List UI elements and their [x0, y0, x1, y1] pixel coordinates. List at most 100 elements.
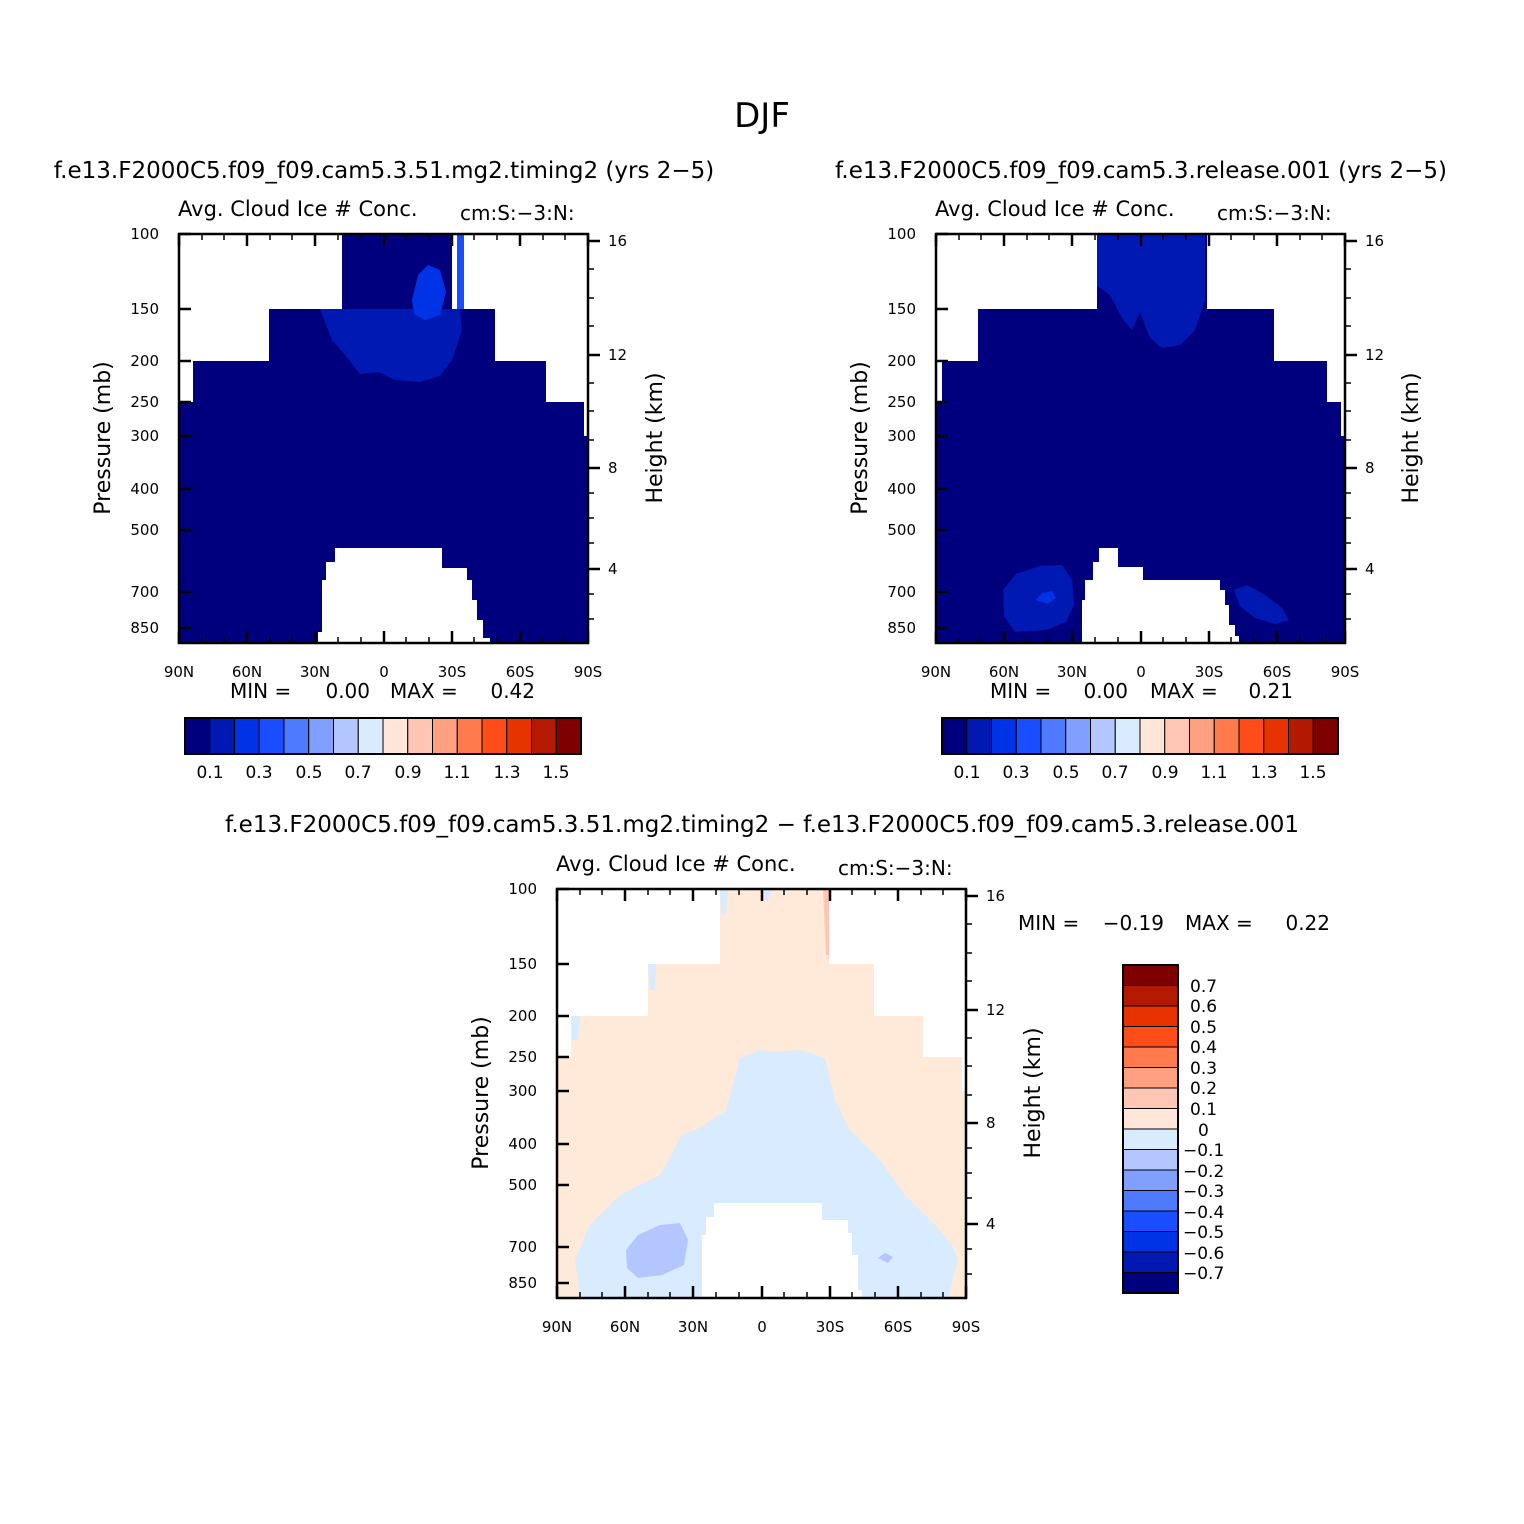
x-tick-label: 0 [379, 663, 389, 681]
colorbar-label: 0.7 [344, 763, 371, 783]
x-tick-label: 30N [678, 1318, 708, 1336]
figure-title: DJF [734, 96, 790, 136]
colorbar-swatch [456, 717, 483, 755]
panel-bottom: f.e13.F2000C5.f09_f09.cam5.3.51.mg2.timi… [225, 812, 1330, 1336]
colorbar [184, 717, 582, 755]
max-label: MAX = [1185, 911, 1253, 935]
colorbar-swatch [1122, 1026, 1179, 1048]
plot-field [557, 889, 966, 1298]
colorbar-label: 0.9 [1151, 763, 1178, 783]
x-tick-label: 30S [816, 1318, 845, 1336]
colorbar-swatch [258, 717, 285, 755]
x-tick-labels: 90N 60N 30N 0 30S 60S 90S [542, 1318, 980, 1336]
y-tick-label: 400 [887, 480, 916, 498]
max-value: 0.21 [1248, 679, 1293, 703]
colorbar-swatch [1122, 1169, 1179, 1191]
colorbar-label: 0.1 [196, 763, 223, 783]
y-axis-label: Pressure (mb) [848, 361, 873, 515]
plot-field [936, 234, 1345, 643]
x-tick-label: 60N [610, 1318, 640, 1336]
y-tick-label: 300 [887, 427, 916, 445]
colorbar-swatch [1122, 1108, 1179, 1130]
y-tick-label: 100 [887, 225, 916, 243]
min-value: 0.00 [325, 679, 370, 703]
y-axis-right-label: Height (km) [1399, 372, 1424, 503]
y-tick-label: 300 [508, 1082, 537, 1100]
field-positive-0p1 [823, 889, 829, 955]
colorbar-label: −0.1 [1183, 1141, 1224, 1161]
colorbar-label: 0.5 [1052, 763, 1079, 783]
min-value: −0.19 [1103, 911, 1164, 935]
colorbar-swatch [382, 717, 409, 755]
case-title: f.e13.F2000C5.f09_f09.cam5.3.release.001… [835, 158, 1447, 184]
colorbar-label: 0.5 [1190, 1018, 1217, 1038]
y-right-tick-label: 12 [608, 346, 627, 364]
field-negative-step-sliver [571, 1016, 580, 1040]
y-tick-label: 200 [130, 352, 159, 370]
colorbar-label: 0.3 [1002, 763, 1029, 783]
colorbar-swatch [1139, 717, 1166, 755]
min-value: 0.00 [1083, 679, 1128, 703]
colorbar-label: 0 [1198, 1121, 1209, 1141]
colorbar-label: 0.7 [1190, 977, 1217, 997]
y-right-tick-label: 16 [986, 887, 1005, 905]
y-tick-label: 300 [130, 427, 159, 445]
y-tick-label: 150 [130, 300, 159, 318]
colorbar-swatch [1040, 717, 1067, 755]
y-axis-label: Pressure (mb) [469, 1016, 494, 1170]
colorbar-labels: 0.1 0.3 0.5 0.7 0.9 1.1 1.3 1.5 [953, 763, 1326, 783]
y-right-tick-label: 4 [986, 1215, 996, 1233]
y-right-tick-label: 4 [608, 560, 618, 578]
y-tick-labels: 100 150 200 250 300 400 500 700 850 [508, 880, 537, 1292]
colorbar-label: −0.6 [1183, 1244, 1224, 1264]
colorbar-swatch [481, 717, 508, 755]
colorbar [1122, 964, 1179, 1294]
colorbar-label: 1.3 [1250, 763, 1277, 783]
field-contour-0p2 [412, 265, 446, 320]
colorbar-label: −0.4 [1183, 1203, 1224, 1223]
field-gap-white [452, 234, 457, 309]
ticks-minor [958, 234, 1351, 643]
panel-top-right: f.e13.F2000C5.f09_f09.cam5.3.release.001… [835, 158, 1447, 783]
colorbar-label: 0.1 [953, 763, 980, 783]
y-axis-right-label: Height (km) [1021, 1027, 1046, 1158]
max-value: 0.42 [490, 679, 535, 703]
colorbar-label: 1.3 [493, 763, 520, 783]
field-negative-0p2-small [878, 1253, 893, 1263]
field-contour-0p1 [320, 309, 462, 382]
x-tick-label: 30S [1195, 663, 1224, 681]
y-right-tick-label: 4 [1365, 560, 1375, 578]
colorbar-label: 1.5 [1299, 763, 1326, 783]
colorbar-label: −0.2 [1183, 1162, 1224, 1182]
field-contour-0p2 [1036, 591, 1056, 604]
colorbar-swatch [1122, 1087, 1179, 1109]
colorbar-label: −0.7 [1183, 1264, 1224, 1284]
y-right-tick-label: 8 [986, 1114, 996, 1132]
colorbar-swatch [407, 717, 433, 755]
ticks-major [177, 232, 600, 643]
y-right-tick-label: 12 [986, 1001, 1005, 1019]
colorbar-swatch [1090, 717, 1116, 755]
ticks-minor [579, 889, 972, 1298]
max-label: MAX = [390, 679, 458, 703]
y-tick-label: 100 [130, 225, 159, 243]
colorbar-swatch [1015, 717, 1042, 755]
y-tick-label: 400 [508, 1135, 537, 1153]
panel-top-left: f.e13.F2000C5.f09_f09.cam5.3.51.mg2.timi… [54, 158, 715, 783]
colorbar-swatch [966, 717, 992, 755]
colorbar-swatch [555, 717, 582, 755]
colorbar-swatch [1122, 1251, 1179, 1273]
x-tick-label: 60N [232, 663, 262, 681]
colorbar-swatch [432, 717, 458, 755]
y-right-tick-labels: 16 12 8 4 [1365, 232, 1384, 578]
case-title: f.e13.F2000C5.f09_f09.cam5.3.51.mg2.timi… [225, 812, 1299, 838]
colorbar-swatch [1122, 964, 1179, 986]
x-tick-label: 30N [1057, 663, 1087, 681]
colorbar-swatch [1122, 1272, 1179, 1294]
colorbar-swatch [333, 717, 359, 755]
x-tick-label: 30S [438, 663, 467, 681]
colorbar-label: 0.6 [1190, 997, 1217, 1017]
field-background-region [179, 234, 588, 643]
colorbar-swatch [1288, 717, 1314, 755]
